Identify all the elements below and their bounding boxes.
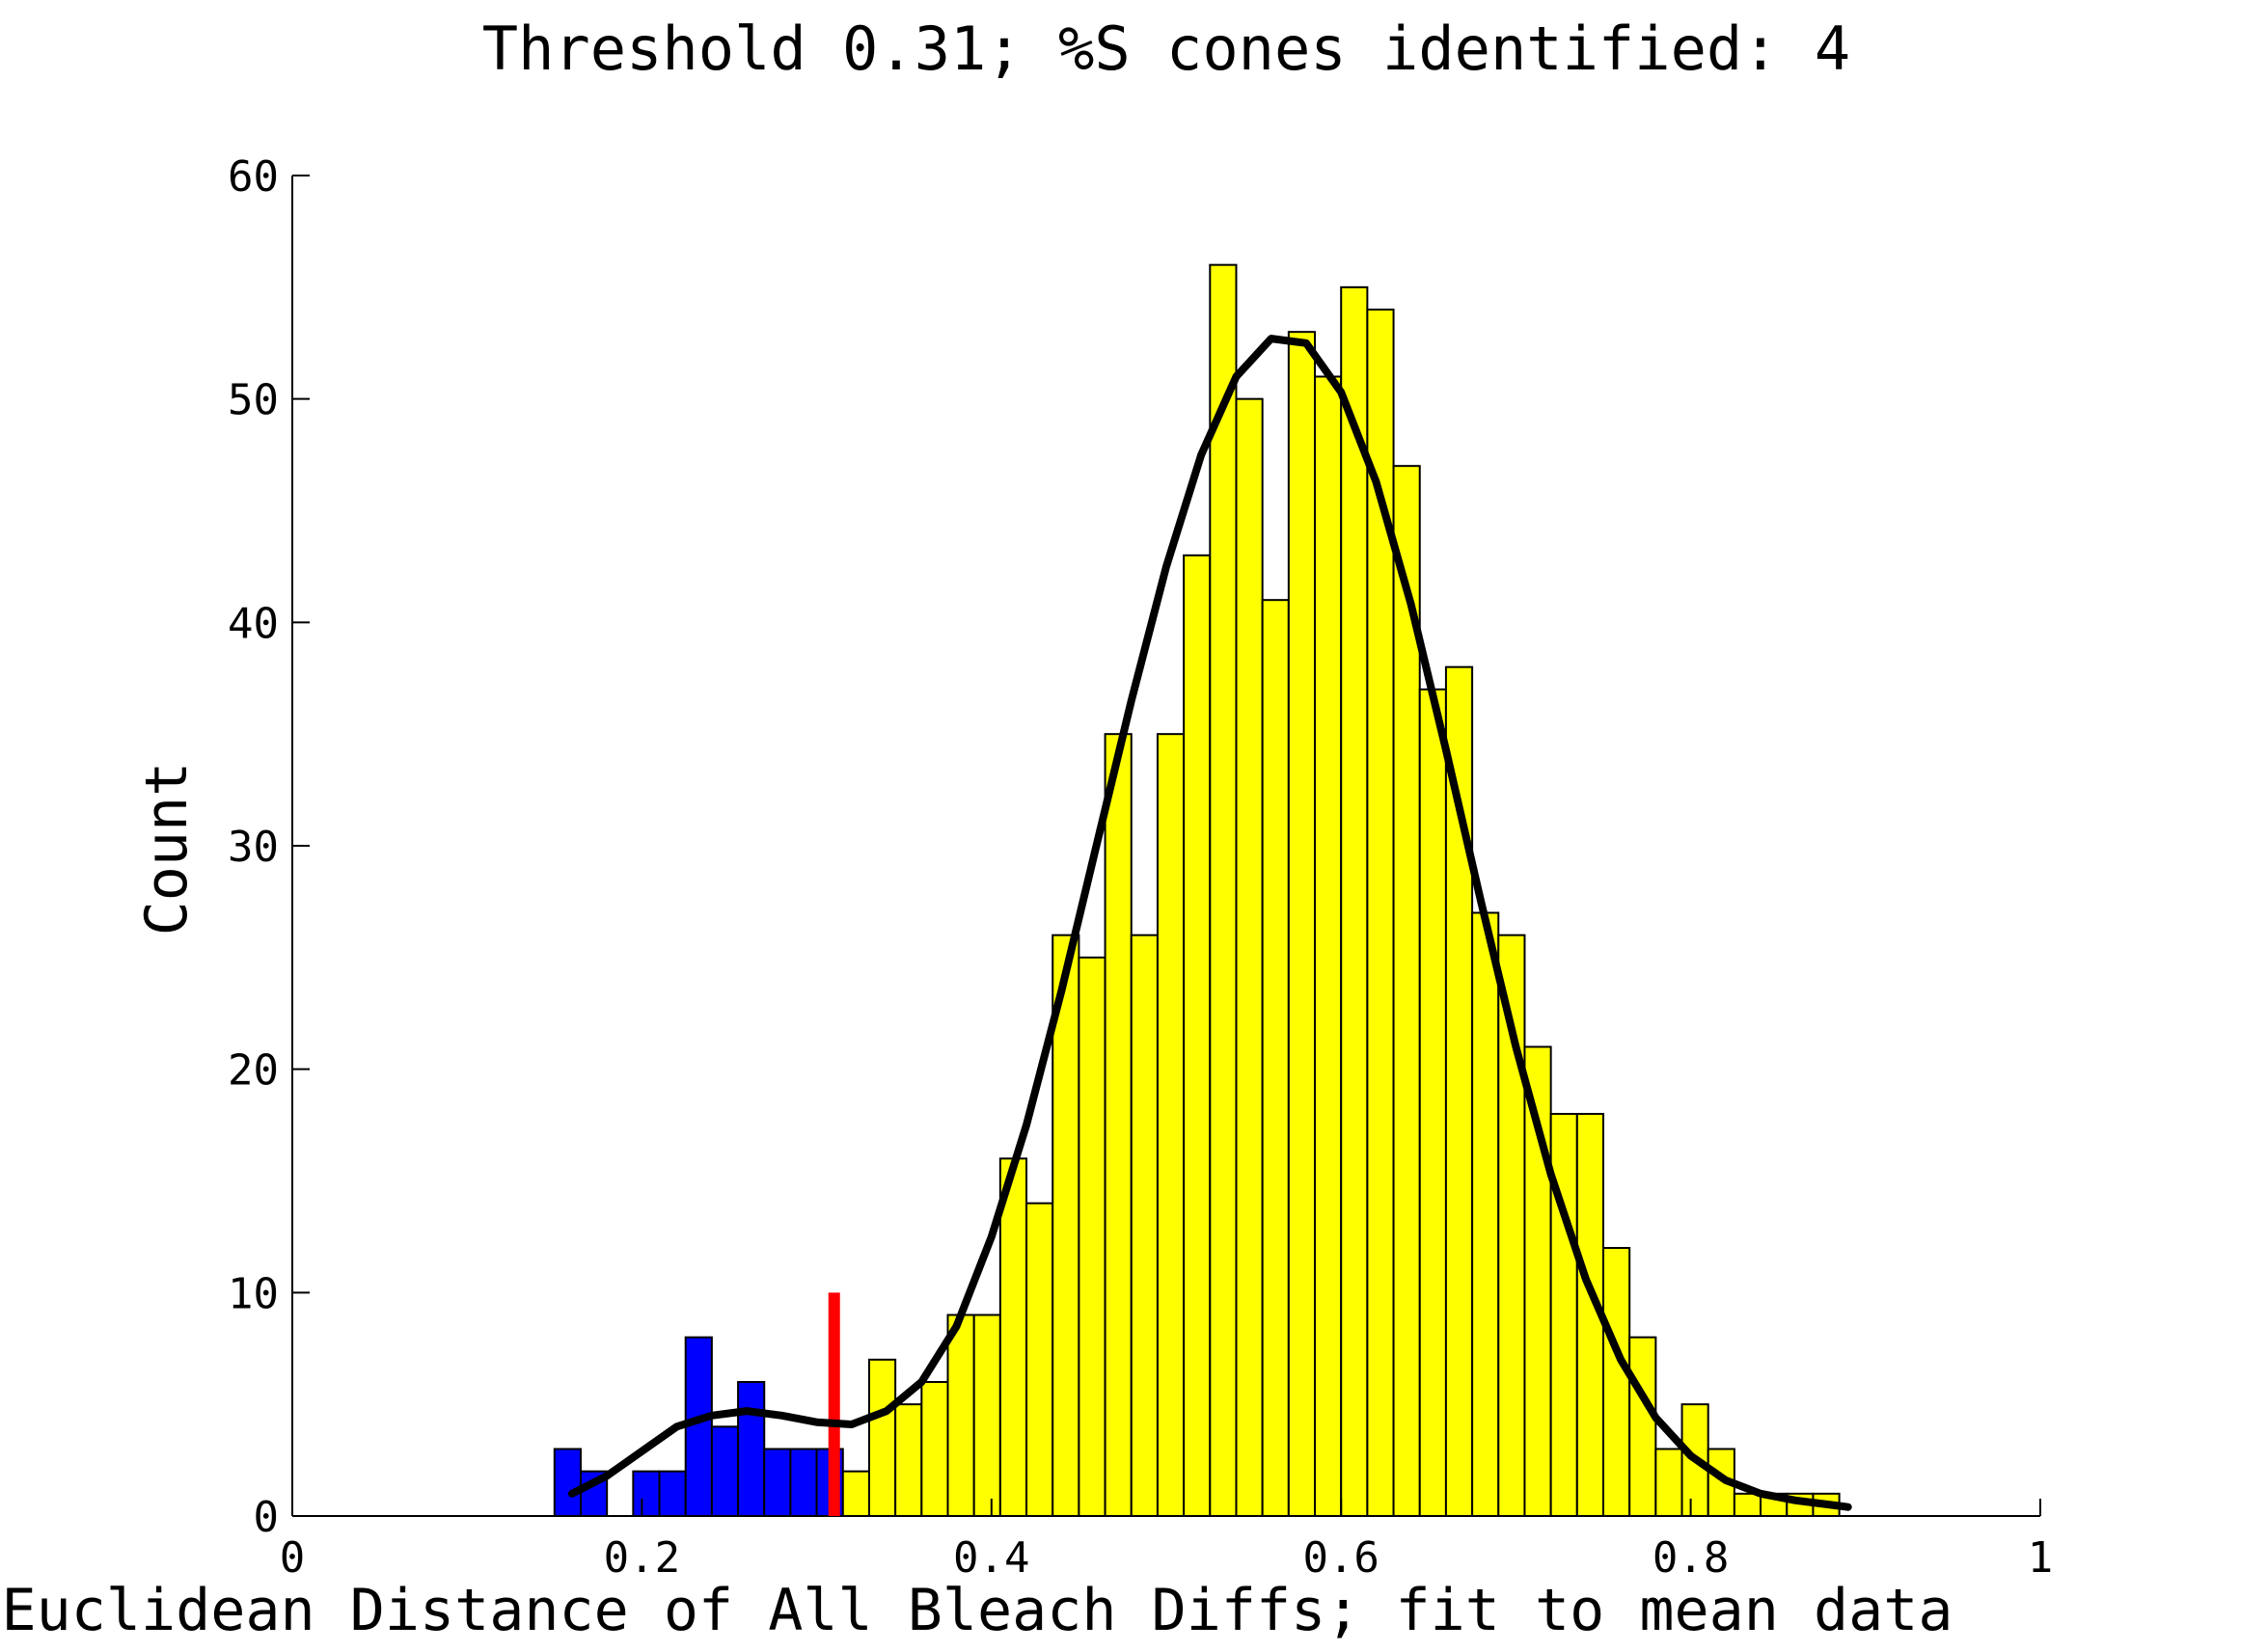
overlay [567, 335, 1852, 1516]
chart-title: Threshold 0.31; %S cones identified: 4 [482, 14, 1850, 84]
histogram-bar [763, 1448, 792, 1517]
histogram-bars [553, 263, 1841, 1518]
histogram-bar [1104, 733, 1133, 1517]
histogram-bar [1287, 331, 1317, 1518]
y-tick-label: 10 [228, 1269, 279, 1318]
histogram-bar [1340, 285, 1369, 1517]
histogram-bar [1654, 1448, 1683, 1517]
histogram-bar [1471, 911, 1500, 1517]
histogram-bar [1183, 554, 1212, 1517]
y-tick-label: 0 [254, 1493, 280, 1542]
y-axis-label: Count [133, 762, 201, 936]
histogram-bar [1235, 397, 1264, 1518]
y-tick-label: 50 [228, 376, 279, 425]
histogram-bar [1130, 934, 1159, 1517]
histogram-bar [789, 1448, 818, 1517]
fit-curve [567, 335, 1852, 1511]
x-tick-label: 0.8 [1652, 1533, 1729, 1583]
histogram-bar [841, 1470, 870, 1517]
histogram-bar [710, 1425, 740, 1518]
histogram-bar [684, 1336, 713, 1517]
histogram-bar [1418, 688, 1447, 1517]
histogram-bar [1261, 599, 1290, 1517]
y-tick-label: 20 [228, 1046, 279, 1096]
histogram-bar [1733, 1492, 1762, 1518]
histogram-bar [1156, 733, 1186, 1517]
histogram-bar [632, 1470, 661, 1517]
y-tick-label: 30 [228, 823, 279, 872]
x-tick-label: 0.6 [1302, 1533, 1379, 1583]
histogram-bar [1628, 1336, 1657, 1517]
histogram-bar [1314, 375, 1343, 1517]
y-tick-label: 60 [228, 152, 279, 202]
histogram-bar [1025, 1202, 1054, 1517]
histogram-bar [946, 1313, 975, 1517]
x-tick-label: 0 [280, 1533, 306, 1583]
x-tick-label: 1 [2028, 1533, 2054, 1583]
histogram-bar [737, 1381, 766, 1517]
axes: 0 10 20 30 40 50 60 0 0.2 0.4 0.6 0.8 1 [228, 152, 2053, 1583]
histogram-bar [867, 1358, 897, 1518]
histogram-bar [1602, 1247, 1631, 1517]
histogram-bar [1078, 956, 1106, 1517]
histogram-bar [1575, 1113, 1604, 1517]
histogram-bar [894, 1403, 923, 1517]
histogram-bar [658, 1470, 687, 1517]
histogram-bar [553, 1448, 582, 1517]
x-tick-label: 0.2 [604, 1533, 680, 1583]
y-tick-label: 40 [228, 599, 279, 648]
histogram-bar [998, 1157, 1028, 1518]
histogram-bar [972, 1313, 1001, 1517]
x-tick-label: 0.4 [953, 1533, 1029, 1583]
x-axis-label: Euclidean Distance of All Bleach Diffs; … [2, 1577, 1953, 1644]
histogram-bar [920, 1381, 949, 1517]
histogram-bar [1209, 263, 1238, 1518]
